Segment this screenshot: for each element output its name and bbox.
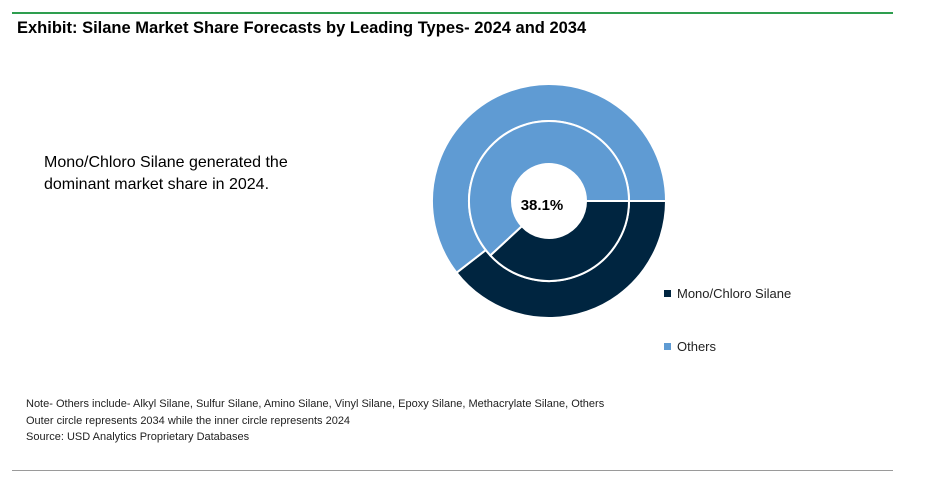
top-rule (12, 12, 893, 14)
note-others: Note- Others include- Alkyl Silane, Sulf… (26, 398, 605, 410)
bottom-rule (12, 470, 893, 471)
donut-chart: 38.1% (431, 83, 668, 319)
legend-swatch-mono (664, 290, 671, 297)
inner-slice-others (468, 120, 631, 257)
legend-item-others: Others (664, 339, 716, 354)
legend-item-mono-chloro: Mono/Chloro Silane (664, 286, 791, 301)
notes: Note- Others include- Alkyl Silane, Sulf… (26, 396, 604, 446)
legend-swatch-others (664, 343, 671, 350)
center-label: 38.1% (521, 197, 564, 214)
legend-label: Mono/Chloro Silane (677, 286, 792, 301)
note-source: Source: USD Analytics Proprietary Databa… (26, 431, 250, 443)
insight-text: Mono/Chloro Silane generated the dominan… (44, 154, 288, 193)
note-circles: Outer circle represents 2034 while the i… (26, 414, 351, 427)
inner-ring-2024 (468, 120, 631, 282)
chart-title: Exhibit: Silane Market Share Forecasts b… (17, 19, 587, 37)
inner-slice-mono-chloro (488, 200, 631, 282)
legend-label: Others (677, 339, 717, 354)
